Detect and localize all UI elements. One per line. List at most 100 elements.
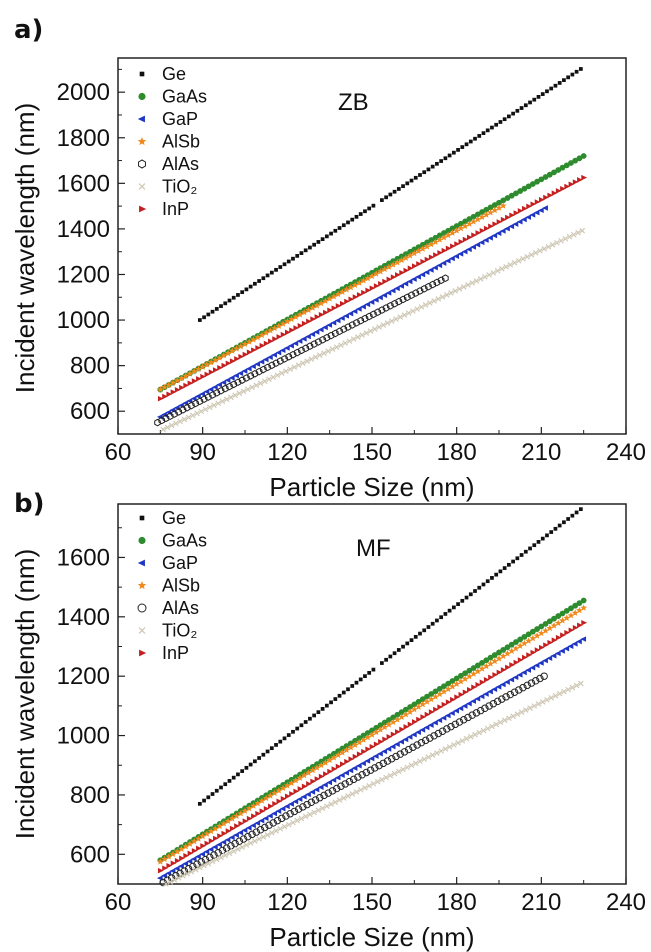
data-point — [508, 641, 515, 648]
data-point — [398, 713, 406, 720]
data-point — [555, 613, 562, 619]
data-point — [188, 868, 195, 875]
data-point — [411, 246, 418, 253]
data-point — [389, 261, 397, 268]
panel-b-series-alsb — [156, 604, 588, 865]
data-point — [331, 766, 338, 772]
data-point — [245, 825, 252, 831]
data-point — [296, 338, 303, 344]
panel-a-x-tick-label: 60 — [105, 439, 132, 466]
data-point — [563, 645, 570, 652]
data-point — [445, 245, 452, 252]
data-point — [525, 183, 532, 190]
data-point — [438, 727, 447, 735]
data-point — [529, 665, 536, 671]
data-point — [426, 167, 431, 172]
data-point — [517, 657, 524, 663]
data-point — [333, 697, 338, 701]
data-point — [234, 378, 242, 387]
data-point — [489, 723, 495, 730]
data-point — [534, 178, 540, 185]
data-point — [559, 164, 566, 171]
data-point — [282, 812, 290, 820]
data-point — [240, 388, 247, 395]
data-point — [226, 850, 233, 857]
data-point — [259, 342, 266, 349]
data-point — [571, 641, 578, 647]
data-point — [391, 299, 398, 308]
data-point — [477, 276, 484, 282]
data-point — [447, 153, 452, 158]
data-point — [201, 862, 207, 869]
data-point — [316, 352, 323, 358]
data-point — [580, 636, 587, 642]
data-point — [224, 349, 232, 357]
data-point — [558, 237, 564, 244]
data-point — [324, 703, 329, 708]
data-point — [511, 559, 515, 564]
data-point — [429, 752, 436, 758]
data-point — [435, 161, 439, 166]
data-point — [330, 754, 338, 761]
data-point — [426, 734, 434, 742]
data-point — [364, 301, 371, 308]
data-point — [389, 743, 396, 750]
data-point — [288, 801, 294, 807]
data-point — [536, 674, 544, 683]
data-point — [487, 688, 493, 695]
data-point — [460, 284, 467, 290]
data-point — [290, 807, 299, 816]
data-point — [329, 700, 333, 705]
data-point — [411, 719, 418, 725]
panel-a-y-tick-label: 600 — [70, 398, 110, 425]
data-point — [288, 315, 295, 323]
data-point — [184, 870, 190, 877]
data-point — [332, 799, 339, 805]
data-point — [525, 637, 533, 644]
data-point — [351, 308, 358, 315]
data-point — [199, 391, 206, 397]
data-point — [444, 712, 451, 719]
data-point — [578, 67, 583, 71]
data-point — [270, 374, 277, 381]
data-point — [417, 758, 423, 765]
data-point — [399, 295, 407, 304]
data-point — [356, 292, 363, 298]
data-point — [434, 750, 440, 756]
data-point — [523, 681, 531, 690]
data-point — [264, 832, 271, 838]
panel-b-x-tick-label: 150 — [352, 889, 392, 916]
data-point — [156, 858, 164, 865]
data-point — [373, 283, 380, 289]
data-point — [211, 402, 217, 409]
data-point — [507, 262, 514, 268]
data-point — [404, 764, 411, 771]
data-point — [308, 356, 315, 362]
data-point — [502, 566, 507, 570]
legend-item: InP — [139, 199, 189, 219]
data-point — [330, 777, 337, 783]
data-point — [212, 367, 219, 373]
data-point — [306, 781, 312, 787]
data-point — [454, 694, 461, 700]
data-point — [245, 338, 253, 345]
data-point — [447, 608, 452, 613]
data-point — [474, 667, 482, 675]
panel-a-series-tio — [160, 227, 586, 433]
legend-item: AlAs — [138, 154, 199, 174]
data-point — [485, 579, 490, 584]
data-point — [251, 813, 257, 819]
data-point — [534, 199, 541, 205]
data-point — [436, 685, 443, 692]
data-point — [432, 688, 439, 695]
data-point — [173, 420, 179, 427]
data-point — [298, 346, 305, 355]
legend-marker — [138, 159, 146, 169]
data-point — [215, 400, 221, 407]
data-point — [217, 386, 225, 395]
legend-item: AlAs — [137, 598, 199, 618]
data-point — [566, 517, 571, 521]
data-point — [403, 293, 411, 302]
legend-label: AlSb — [162, 132, 200, 152]
data-point — [326, 295, 334, 302]
